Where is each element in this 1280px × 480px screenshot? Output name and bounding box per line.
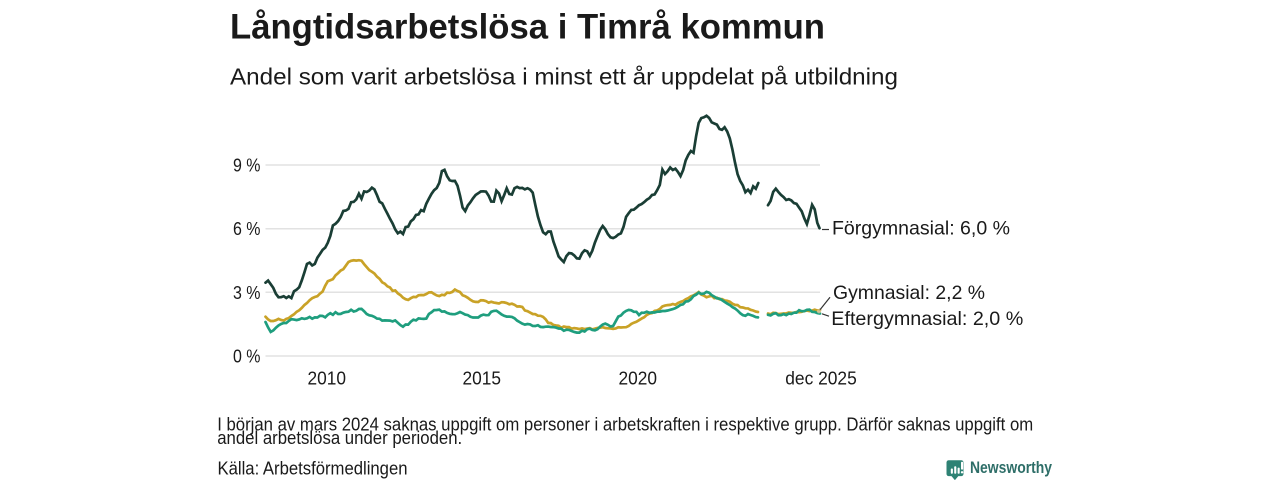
svg-text:Andel som varit arbetslösa i m: Andel som varit arbetslösa i minst ett å… <box>230 64 898 90</box>
svg-text:I början av mars 2024 saknas u: I början av mars 2024 saknas uppgift om … <box>217 413 1033 434</box>
svg-text:3 %: 3 % <box>233 282 261 303</box>
svg-text:2020: 2020 <box>618 367 657 388</box>
svg-text:Eftergymnasial: 2,0 %: Eftergymnasial: 2,0 % <box>831 308 1023 330</box>
svg-text:andel arbetslösa under periode: andel arbetslösa under perioden. <box>217 427 462 448</box>
svg-text:Gymnasial: 2,2 %: Gymnasial: 2,2 % <box>833 282 985 304</box>
svg-text:Förgymnasial: 6,0 %: Förgymnasial: 6,0 % <box>832 218 1010 240</box>
svg-text:9 %: 9 % <box>233 155 261 176</box>
svg-text:Newsworthy: Newsworthy <box>970 459 1053 477</box>
svg-text:2015: 2015 <box>462 367 501 388</box>
svg-text:2010: 2010 <box>307 367 346 388</box>
svg-text:dec 2025: dec 2025 <box>785 367 857 388</box>
svg-text:0 %: 0 % <box>233 346 261 367</box>
svg-text:Källa: Arbetsförmedlingen: Källa: Arbetsförmedlingen <box>218 457 408 478</box>
svg-text:Långtidsarbetslösa i Timrå kom: Långtidsarbetslösa i Timrå kommun <box>230 8 825 47</box>
svg-text:6 %: 6 % <box>233 218 261 239</box>
